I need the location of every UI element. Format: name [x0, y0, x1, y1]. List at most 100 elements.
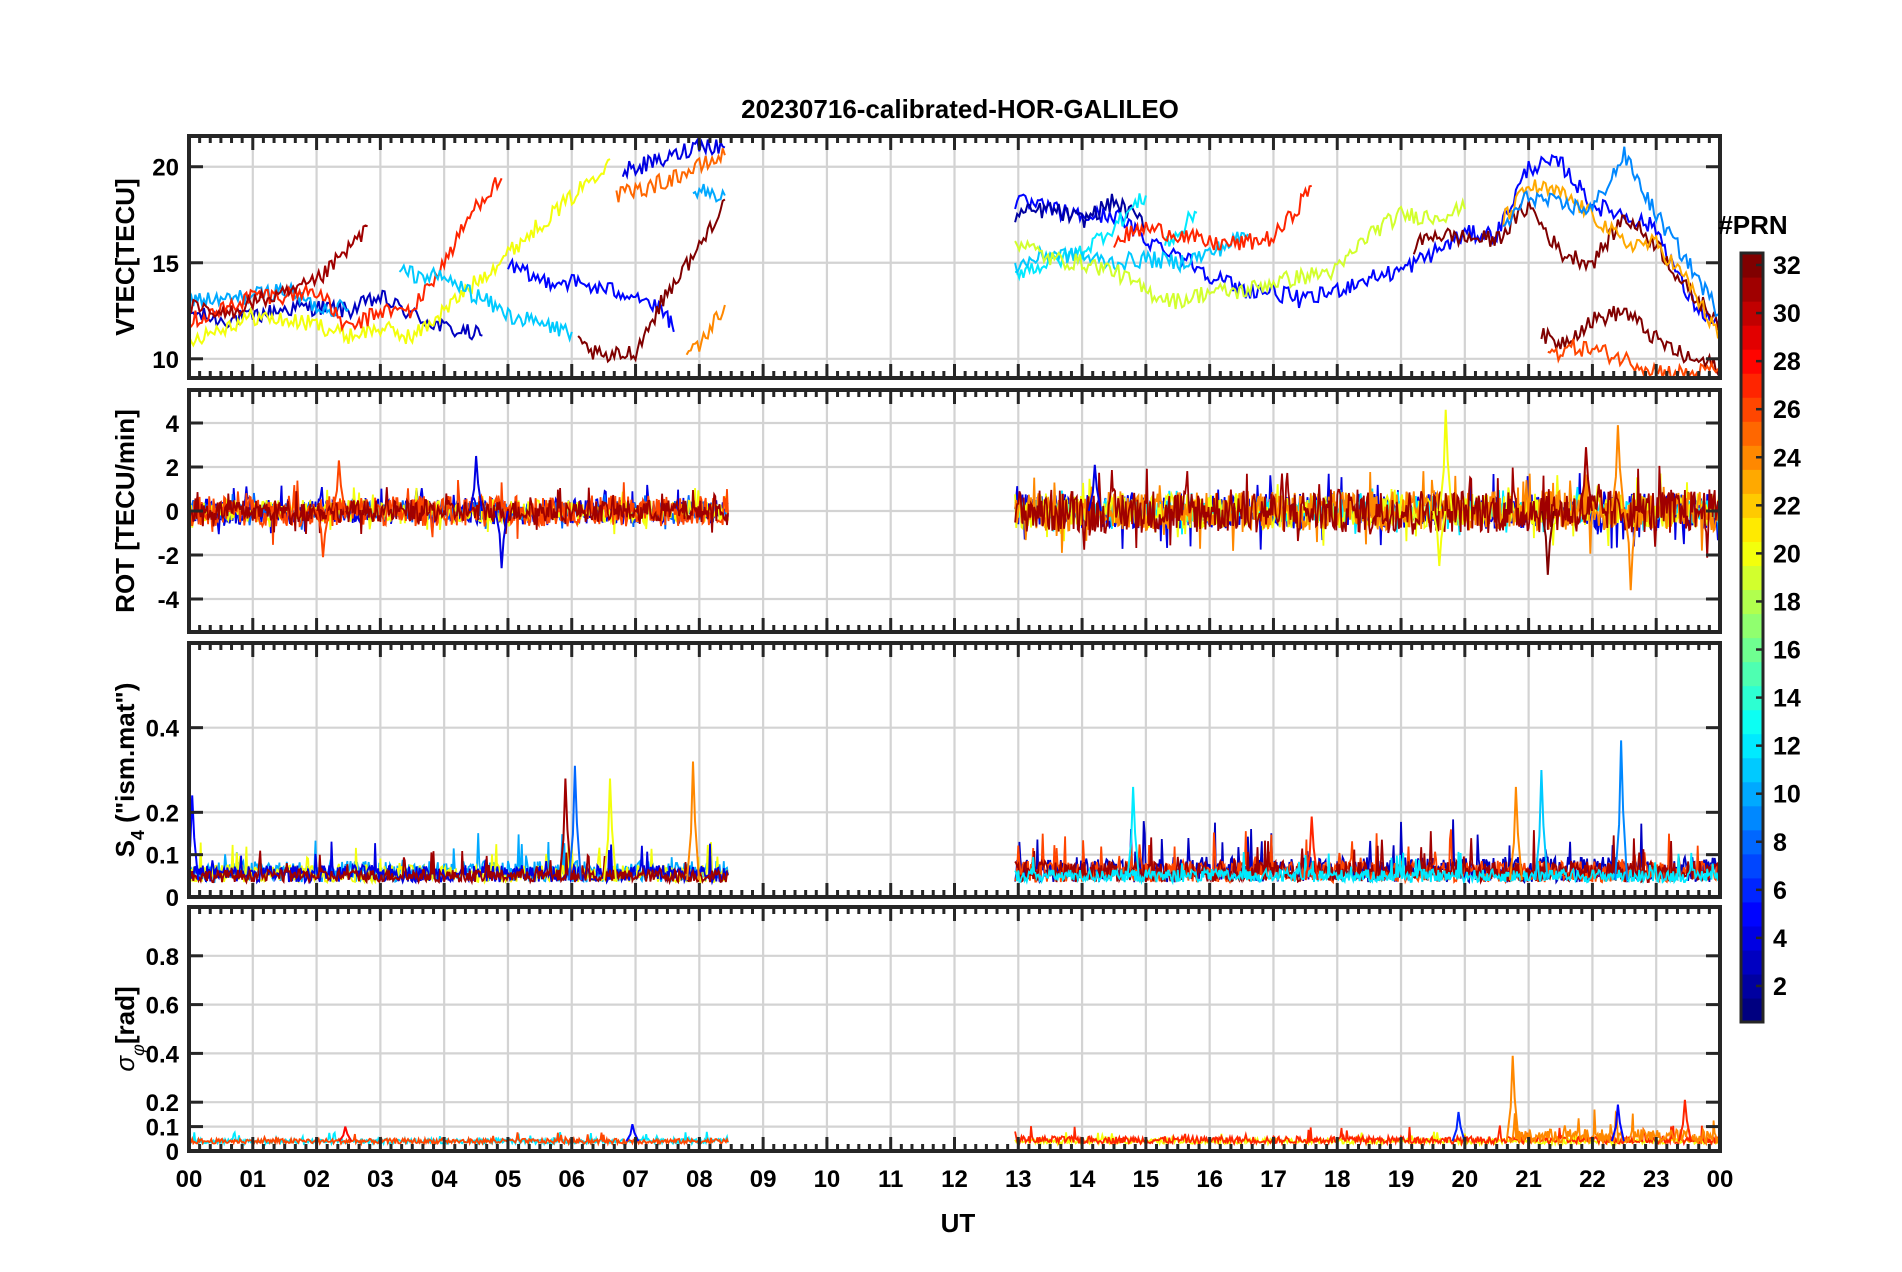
- colorbar-tick-label: 24: [1773, 444, 1801, 472]
- y-tick-label: 0.1: [146, 1115, 179, 1142]
- colorbar-bin: [1741, 469, 1763, 494]
- x-tick-label: 11: [878, 1166, 903, 1193]
- colorbar-tick-label: 6: [1773, 877, 1787, 905]
- y-tick-label: 0.6: [146, 993, 179, 1020]
- peak-prn-4: [494, 510, 509, 569]
- peak-prn-20: [603, 778, 617, 881]
- y-tick-label: 4: [166, 411, 180, 438]
- peak-prn-24: [1610, 425, 1625, 512]
- colorbar-bin: [1741, 637, 1763, 663]
- peak-prn-20: [1438, 409, 1453, 512]
- colorbar-tick-label: 28: [1773, 348, 1801, 376]
- series-line-prn-4: [621, 137, 726, 180]
- x-tick-label: 07: [622, 1166, 649, 1193]
- y-tick-label: -2: [158, 543, 179, 570]
- series-line-prn-25: [615, 147, 726, 203]
- peak-prn-26: [331, 460, 346, 512]
- peak-prn-24: [1623, 510, 1638, 591]
- data-layer: [189, 137, 1720, 378]
- peak-prn-28: [338, 1126, 353, 1142]
- axes: 10 15 20: [152, 134, 1722, 380]
- axes: 00.10.2 0.4 0.6 0.8: [146, 905, 1722, 1166]
- y-tick-label: 20: [152, 155, 179, 182]
- peak-prn-32: [1540, 510, 1555, 575]
- colorbar-bin: [1741, 853, 1763, 879]
- x-tick-label: 03: [367, 1166, 394, 1193]
- series-line-prn-32: [577, 198, 726, 364]
- y-axis-label: VTEC[TECU]: [110, 178, 140, 335]
- colorbar-bin: [1741, 493, 1763, 518]
- peak-prn-5: [189, 795, 200, 881]
- x-tick-label: 18: [1324, 1166, 1351, 1193]
- peak-prn-4: [1087, 464, 1102, 512]
- colorbar-tick-label: 16: [1773, 637, 1801, 665]
- x-tick-label: 02: [303, 1166, 330, 1193]
- peak-prn-31: [558, 778, 573, 881]
- x-tick-label: 12: [941, 1166, 968, 1193]
- x-tick-label: 04: [431, 1166, 458, 1193]
- colorbar-bin: [1741, 613, 1763, 639]
- colorbar-bin: [1741, 805, 1763, 831]
- y-tick-label: 0.2: [146, 1090, 179, 1117]
- series-line-prn-27: [189, 177, 503, 333]
- peak-prn-27: [1304, 816, 1319, 881]
- y-tick-label: 0: [166, 499, 179, 526]
- colorbar-bin: [1741, 373, 1763, 398]
- colorbar-bin: [1741, 661, 1763, 687]
- peak-prn-5: [625, 1123, 640, 1142]
- peak-prn-8: [567, 765, 582, 881]
- peak-prn-5: [1610, 1104, 1625, 1142]
- colorbar-tick-label: 14: [1773, 685, 1801, 713]
- y-tick-label: 0.4: [146, 1041, 180, 1068]
- panel-3: 0 0.1 0.2 0.4S4 ("ism.mat"): [110, 641, 1722, 912]
- data-layer: [189, 409, 1720, 591]
- peak-prn-11: [1534, 769, 1549, 881]
- x-tick-label: 00: [176, 1166, 203, 1193]
- y-tick-label: 2: [166, 455, 179, 482]
- x-tick-label: 08: [686, 1166, 713, 1193]
- colorbar-bin: [1741, 277, 1763, 302]
- colorbar-bin: [1741, 877, 1763, 903]
- colorbar-bin: [1741, 565, 1763, 591]
- data-layer: [189, 1055, 1720, 1148]
- y-axis-label: ROT [TECU/min]: [110, 409, 140, 613]
- x-axis-label: UT: [941, 1208, 976, 1238]
- colorbar-bin: [1741, 925, 1763, 951]
- colorbar-tick-label: 22: [1773, 492, 1801, 520]
- panel-4: 00.10.2 0.4 0.6 0.8 σφ[rad]: [110, 905, 1722, 1166]
- chart-title: 20230716-calibrated-HOR-GALILEO: [741, 94, 1179, 124]
- series-line-prn-20: [189, 158, 611, 348]
- colorbar-tick-label: 18: [1773, 588, 1801, 616]
- series-noise-prn-12: [1014, 851, 1720, 886]
- axes: -4 -2 0 2 4: [158, 388, 1722, 634]
- series-line-prn-10: [692, 183, 726, 203]
- series-noise-prn-31: [1014, 465, 1720, 558]
- colorbar-tick-label: 2: [1773, 973, 1787, 1001]
- series-line-prn-9: [1502, 146, 1720, 318]
- y-tick-label: 0: [166, 885, 179, 912]
- series-line-prn-5: [507, 257, 675, 333]
- x-tick-label: 23: [1643, 1166, 1670, 1193]
- colorbar-tick-label: 10: [1773, 781, 1801, 809]
- y-tick-label: -4: [158, 587, 180, 614]
- colorbar-tick-label: 12: [1773, 733, 1801, 761]
- y-tick-label: 15: [152, 251, 179, 278]
- colorbar-bin: [1741, 829, 1763, 855]
- peak-prn-24: [1508, 786, 1523, 881]
- colorbar-frame: [1739, 251, 1765, 1024]
- x-tick-label: 09: [750, 1166, 777, 1193]
- colorbar-bin: [1741, 541, 1763, 567]
- x-tick-label: 17: [1260, 1166, 1287, 1193]
- colorbar-tick-label: 20: [1773, 540, 1801, 568]
- x-tick-label: 05: [495, 1166, 522, 1193]
- axes: 0 0.1 0.2 0.4: [146, 641, 1722, 912]
- colorbar-bin: [1741, 253, 1763, 278]
- y-tick-label: 0.2: [146, 800, 179, 827]
- x-tick-label: 06: [558, 1166, 585, 1193]
- colorbar-tick-label: 26: [1773, 396, 1801, 424]
- peak-prn-12: [1126, 786, 1141, 881]
- series-line-prn-31: [189, 224, 368, 321]
- series-line-prn-23: [1502, 179, 1720, 341]
